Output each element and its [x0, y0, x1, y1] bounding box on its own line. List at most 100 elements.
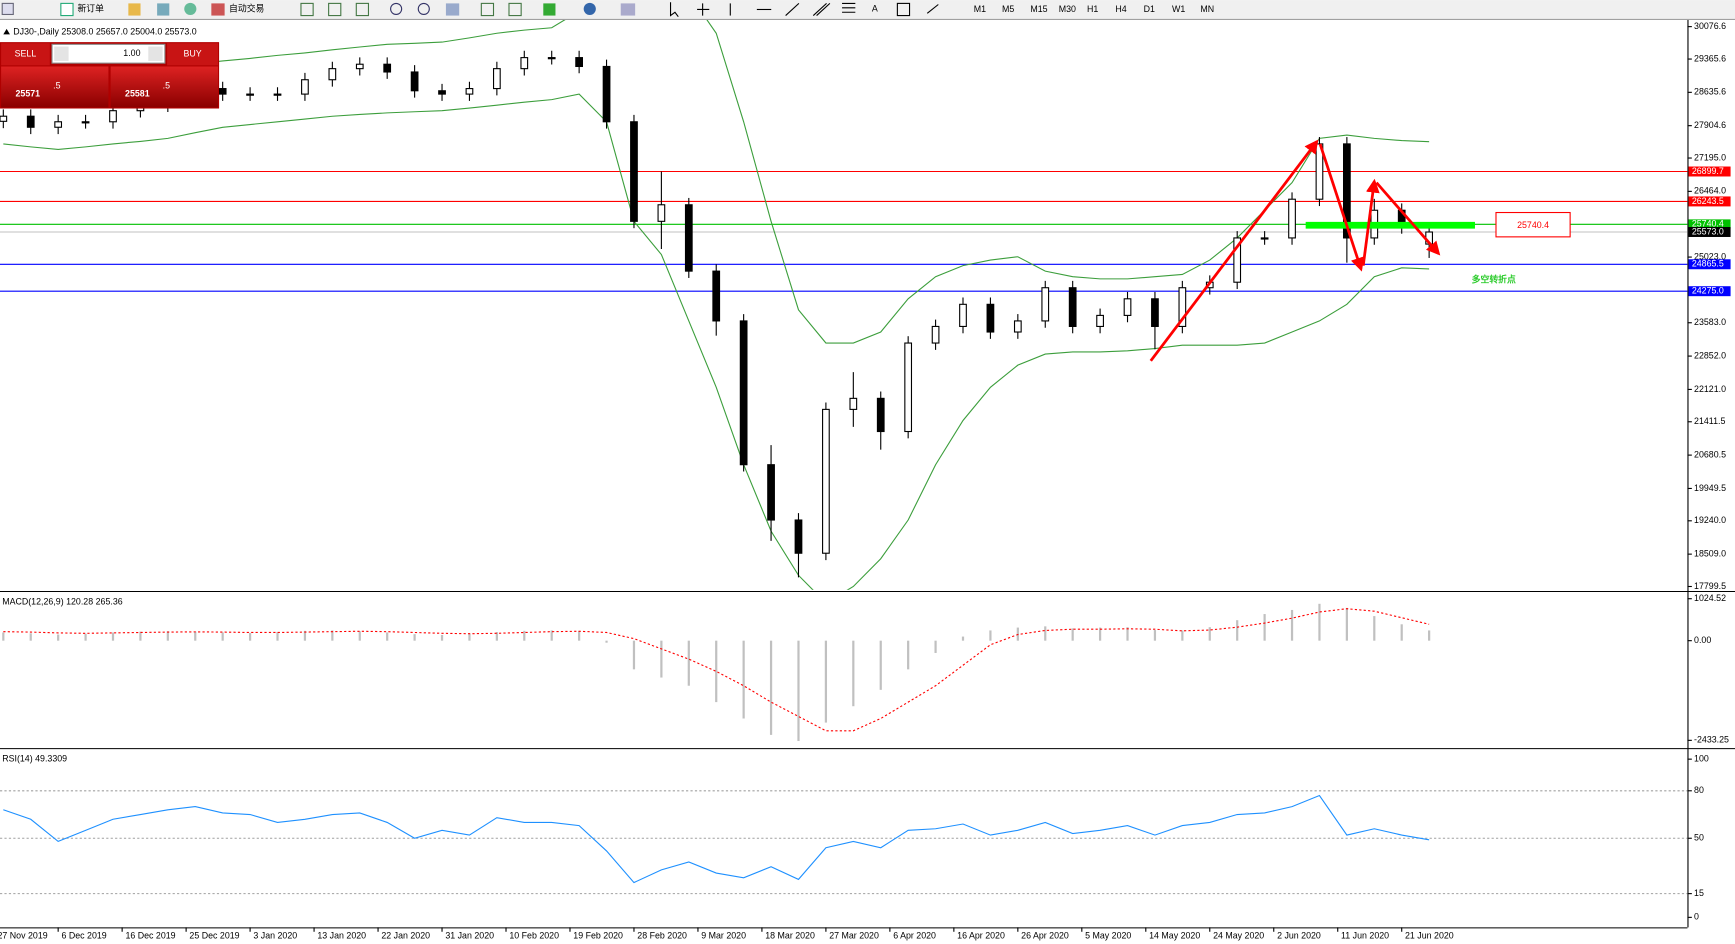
- candle-body: [630, 121, 638, 222]
- candle-body: [1013, 320, 1022, 333]
- macd-bar: [989, 630, 992, 641]
- icon[interactable]: [184, 2, 197, 16]
- macd-bar: [1181, 630, 1184, 641]
- price-level-tag: [1688, 286, 1731, 297]
- icon[interactable]: [390, 2, 403, 16]
- x-tick-label: 10 Feb 2020: [509, 931, 559, 941]
- macd-bar: [605, 640, 608, 643]
- icon[interactable]: [480, 2, 495, 17]
- candle-body: [602, 65, 611, 123]
- y-tick-label: 20680.5: [1694, 449, 1726, 459]
- candle-body: [959, 303, 967, 327]
- macd-bar: [84, 633, 87, 641]
- timeframe-button[interactable]: M15: [1030, 4, 1047, 14]
- rsi-panel: [0, 790, 1688, 895]
- icon[interactable]: [355, 2, 370, 17]
- text-tool[interactable]: A: [872, 3, 878, 13]
- y-tick-label: 25023.0: [1694, 251, 1726, 261]
- bid-price[interactable]: 25571: [15, 88, 40, 98]
- cursor-icon[interactable]: [669, 2, 679, 18]
- icon[interactable]: [157, 3, 170, 16]
- timeframe-button[interactable]: MN: [1200, 4, 1214, 14]
- macd-bar: [1153, 630, 1157, 641]
- icon[interactable]: [328, 2, 342, 17]
- macd-bar: [1126, 627, 1129, 641]
- y-tick-label: -2433.25: [1694, 735, 1729, 745]
- macd-bar: [413, 634, 416, 641]
- fibo-icon[interactable]: [842, 2, 856, 13]
- macd-bar: [687, 640, 690, 686]
- timeframe-button[interactable]: M30: [1059, 4, 1076, 14]
- macd-bar: [331, 630, 334, 641]
- x-tick-label: 22 Jan 2020: [381, 931, 430, 941]
- candle-body: [1041, 287, 1050, 322]
- icon[interactable]: [1, 2, 14, 16]
- channel-icon[interactable]: [812, 2, 831, 16]
- icon[interactable]: [583, 2, 596, 16]
- price-level-tag: [1688, 219, 1731, 230]
- auto-trading-icon[interactable]: [211, 3, 225, 16]
- lots-up[interactable]: [148, 46, 163, 61]
- candle-body: [1096, 314, 1104, 327]
- auto-trading-button[interactable]: 自动交易: [229, 2, 264, 13]
- icon[interactable]: [300, 2, 314, 17]
- arrows-tool[interactable]: [926, 4, 939, 14]
- timeframe-button[interactable]: M1: [974, 4, 986, 14]
- macd-header: MACD(12,26,9) 120.28 265.36: [2, 596, 123, 606]
- collapse-icon[interactable]: [3, 28, 10, 35]
- macd-bar: [1428, 630, 1431, 641]
- bid-button[interactable]: [1, 66, 109, 108]
- macd-bar: [879, 640, 882, 690]
- timeframe-button[interactable]: H4: [1115, 4, 1126, 14]
- candle-body: [684, 204, 693, 272]
- macd-bar: [1400, 624, 1403, 641]
- candle-body: [1151, 298, 1159, 327]
- trend-arrow: [1149, 139, 1319, 362]
- sell-label[interactable]: SELL: [15, 49, 37, 59]
- timeframe-button[interactable]: H1: [1087, 4, 1098, 14]
- price-level-label: 24275.0: [1692, 286, 1724, 296]
- macd-bar: [1290, 609, 1294, 641]
- timeframe-button[interactable]: D1: [1144, 4, 1155, 14]
- icon[interactable]: [445, 3, 460, 16]
- drawings: 25740.4 多空转折点: [1149, 139, 1571, 362]
- icon[interactable]: [620, 3, 636, 16]
- x-tick-label: 11 Jun 2020: [1341, 931, 1389, 941]
- trade-panel: SELL 1.00 BUY 25571 .5 25581 .5: [0, 42, 220, 109]
- candle-body: [410, 71, 419, 92]
- lots-value[interactable]: 1.00: [123, 48, 140, 58]
- icon[interactable]: [508, 2, 522, 17]
- ask-fraction[interactable]: .5: [163, 81, 170, 91]
- crosshair-icon[interactable]: [697, 3, 710, 16]
- buy-label[interactable]: BUY: [183, 49, 201, 59]
- candle-body: [904, 342, 913, 433]
- icon[interactable]: [543, 3, 556, 16]
- x-tick-label: 28 Feb 2020: [637, 931, 687, 941]
- macd-bar: [961, 636, 965, 641]
- y-tick-label: 100: [1694, 753, 1709, 763]
- lots-input[interactable]: [51, 43, 166, 64]
- icon[interactable]: [417, 2, 430, 16]
- sell-button[interactable]: [1, 43, 50, 66]
- ask-price[interactable]: 25581: [125, 88, 150, 98]
- timeframe-button[interactable]: W1: [1172, 4, 1185, 14]
- candle-body: [465, 88, 474, 95]
- price-level-tag: [1688, 196, 1731, 207]
- macd-bar: [248, 632, 252, 641]
- candle-body: [301, 79, 309, 95]
- label-tool[interactable]: [896, 2, 911, 17]
- icon[interactable]: [128, 3, 141, 16]
- bid-fraction[interactable]: .5: [53, 81, 60, 91]
- new-order-button[interactable]: 新订单: [77, 2, 104, 13]
- ask-button[interactable]: [110, 66, 218, 108]
- lots-down[interactable]: [54, 46, 69, 61]
- rsi-header: RSI(14) 49.3309: [2, 753, 67, 763]
- new-order-icon[interactable]: [60, 2, 74, 17]
- buy-button[interactable]: [167, 43, 218, 66]
- trend-icon[interactable]: [785, 2, 800, 16]
- trend-arrow: [1375, 181, 1441, 256]
- candle-body: [273, 93, 282, 96]
- timeframe-button[interactable]: M5: [1002, 4, 1014, 14]
- y-tick-label: 28635.6: [1694, 87, 1726, 97]
